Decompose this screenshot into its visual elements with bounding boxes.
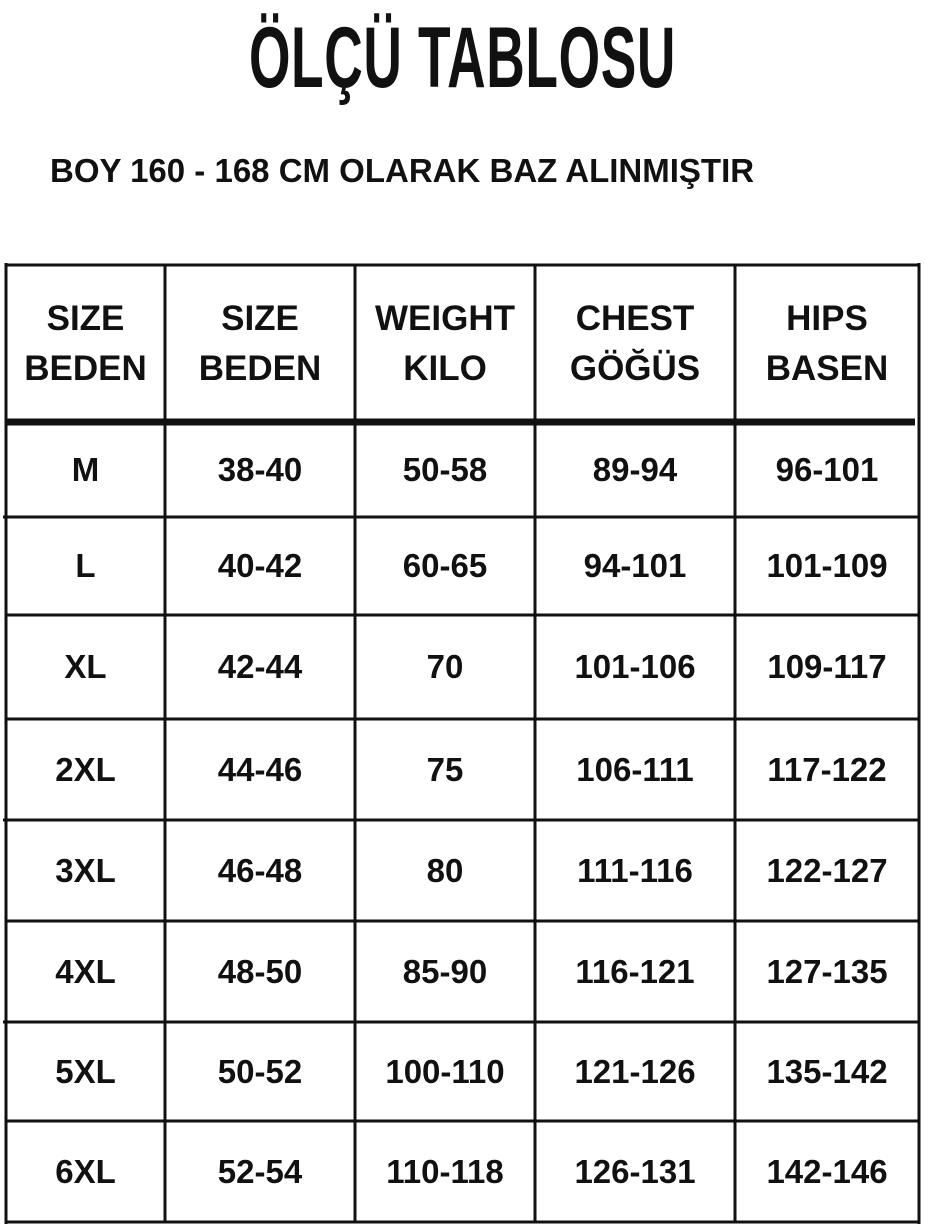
header-text: BEDEN [198, 348, 322, 388]
header-text: HIPS [786, 298, 868, 338]
header-text: WEIGHT [375, 298, 515, 338]
table-cell: 100-110 [385, 1052, 505, 1090]
table-cell: 38-40 [217, 450, 303, 488]
header-text: CHEST [575, 298, 695, 338]
table-cell: 44-46 [217, 750, 303, 788]
table-cell: 89-94 [592, 450, 678, 488]
table-cell: 127-135 [766, 952, 888, 990]
header-cell: HIPS BASEN [735, 265, 919, 422]
header-cell: SIZE BEDEN [165, 265, 355, 422]
table-cell: 52-54 [217, 1152, 303, 1190]
header-text: GÖĞÜS [569, 348, 701, 388]
table-cell: 2XL [55, 750, 116, 788]
header-cell: WEIGHT KILO [355, 265, 535, 422]
table-cell: 50-58 [402, 450, 488, 488]
table-cell: 116-121 [575, 952, 695, 990]
header-text: SIZE [221, 298, 299, 338]
table-cell: 142-146 [766, 1152, 888, 1190]
table-cell: 4XL [55, 952, 116, 990]
table-cell: 6XL [55, 1152, 116, 1190]
table-cell: 50-52 [217, 1052, 303, 1090]
table-cell: 80 [426, 851, 464, 889]
table-cell: 48-50 [217, 952, 303, 990]
table-cell: 106-111 [576, 750, 694, 788]
table-cell: 122-127 [766, 851, 888, 889]
header-text: SIZE [46, 298, 125, 338]
table-cell: 111-116 [577, 851, 693, 889]
table-cell: XL [64, 648, 107, 685]
table-cell: L [75, 547, 96, 584]
header-cell: CHEST GÖĞÜS [535, 265, 735, 422]
table-cell: 101-109 [766, 547, 888, 584]
table-cell: 121-126 [574, 1052, 696, 1090]
table-cell: 96-101 [775, 450, 879, 488]
header-text: KILO [403, 348, 487, 388]
table-cell: 117-122 [767, 750, 887, 788]
header-cell: SIZE BEDEN [6, 265, 165, 422]
header-text: BEDEN [24, 348, 147, 388]
title: ÖLÇÜ TABLOSU [248, 10, 677, 106]
table-cell: 46-48 [217, 851, 303, 889]
table-cell: 5XL [55, 1052, 116, 1090]
table-cell: M [71, 450, 100, 488]
table-cell: 110-118 [386, 1152, 504, 1190]
table-cell: 109-117 [767, 648, 887, 685]
header-text: BASEN [765, 348, 889, 388]
table-cell: 101-106 [574, 648, 696, 685]
table-cell: 135-142 [766, 1052, 888, 1090]
table-cell: 40-42 [217, 547, 303, 584]
table-cell: 94-101 [583, 547, 687, 584]
table-cell: 42-44 [217, 648, 303, 685]
table-cell: 70 [426, 648, 464, 685]
table-cell: 126-131 [574, 1152, 696, 1190]
subtitle: BOY 160 - 168 CM OLARAK BAZ ALINMIŞTIR [50, 152, 755, 189]
table-cell: 85-90 [402, 952, 488, 990]
table-cell: 3XL [55, 851, 116, 889]
table-cell: 75 [426, 750, 464, 788]
table-cell: 60-65 [402, 547, 488, 584]
